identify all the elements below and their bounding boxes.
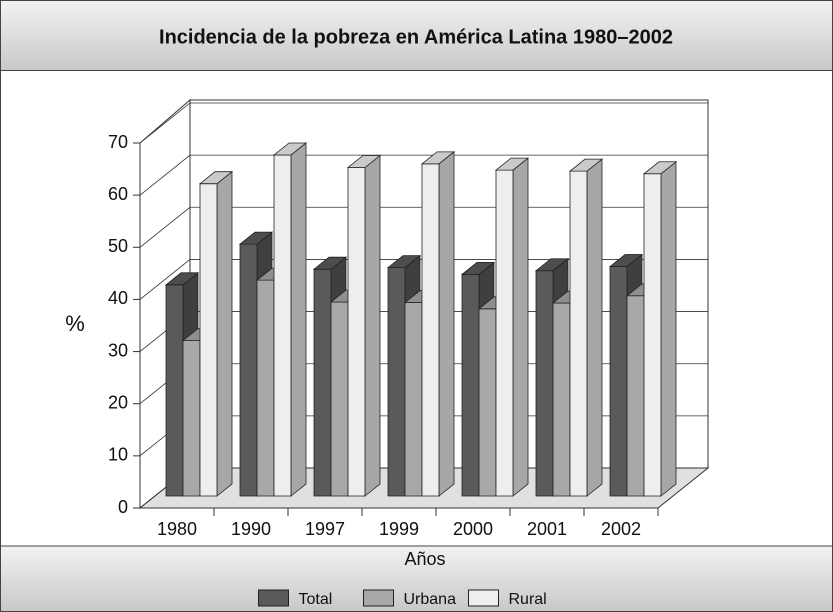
- x-tick-label: 1980: [157, 519, 197, 539]
- bar-front: [165, 284, 184, 497]
- bar-top: [312, 256, 348, 270]
- bar-front: [535, 270, 554, 497]
- grid-line: [139, 259, 708, 300]
- bar: [568, 158, 604, 497]
- y-tick-label: 0: [118, 497, 128, 517]
- bar: [420, 151, 456, 497]
- bar: [198, 170, 234, 497]
- bar-front: [626, 295, 645, 497]
- bar-top: [568, 158, 604, 172]
- x-tick-label: 1990: [231, 519, 271, 539]
- x-tick-label: 1997: [305, 519, 345, 539]
- legend-swatch: [363, 589, 394, 607]
- y-tick-label: 50: [108, 236, 128, 256]
- bar-side: [586, 158, 603, 497]
- footer-band: [0, 545, 833, 612]
- bar-top: [272, 142, 308, 156]
- bar-top: [238, 231, 274, 245]
- header-band: [0, 0, 833, 71]
- legend-label: Urbana: [404, 591, 457, 608]
- bar-top: [164, 272, 200, 286]
- x-tick-label: 1999: [379, 519, 419, 539]
- bar-top: [494, 157, 530, 171]
- grid-line: [139, 206, 708, 248]
- y-tick-label: 70: [108, 132, 128, 152]
- bar-top: [534, 258, 570, 272]
- bar-front: [609, 266, 628, 497]
- bar-front: [256, 279, 275, 497]
- bar-front: [461, 273, 480, 497]
- bar-front: [478, 308, 497, 497]
- bar-side: [216, 170, 233, 497]
- bar-top: [460, 261, 496, 275]
- legend-swatch: [468, 589, 499, 607]
- bar-front: [347, 167, 366, 497]
- bar: [494, 157, 530, 497]
- x-tick-label: 2000: [453, 519, 493, 539]
- bar: [642, 160, 678, 497]
- bar: [272, 142, 308, 497]
- bar-top: [346, 155, 382, 168]
- bar-top: [420, 151, 456, 165]
- bar-front: [643, 173, 662, 497]
- bar-front: [421, 163, 440, 497]
- y-tick-label: 20: [108, 392, 128, 412]
- bar-side: [364, 154, 381, 497]
- grid-line: [139, 102, 708, 144]
- bar-front: [330, 301, 349, 497]
- bar-top: [386, 255, 422, 269]
- bar-front: [313, 268, 332, 497]
- legend-label: Total: [299, 591, 333, 608]
- legend-label: Rural: [509, 591, 547, 608]
- bar-side: [660, 160, 677, 497]
- bar-front: [552, 302, 571, 497]
- bar-top: [642, 161, 678, 175]
- bar: [346, 154, 382, 497]
- bar-front: [273, 154, 292, 497]
- y-tick-label: 30: [108, 340, 128, 360]
- bar-side: [512, 157, 529, 497]
- x-tick-label: 2001: [527, 519, 567, 539]
- bar-front: [387, 267, 406, 497]
- bar-top: [198, 171, 234, 185]
- x-tick-label: 2002: [601, 519, 641, 539]
- bar-front: [182, 340, 201, 497]
- bar-top: [608, 254, 644, 267]
- bar-front: [199, 183, 218, 497]
- bar-side: [438, 151, 455, 497]
- bar-front: [404, 302, 423, 497]
- bar-front: [239, 243, 258, 497]
- y-tick-label: 40: [108, 288, 128, 308]
- bar-side: [290, 142, 307, 497]
- bar-front: [569, 170, 588, 497]
- y-axis-label: %: [65, 311, 85, 336]
- y-tick-label: 60: [108, 184, 128, 204]
- chart-title: Incidencia de la pobreza en América Lati…: [159, 26, 673, 48]
- legend-swatch: [258, 589, 289, 607]
- y-tick-label: 10: [108, 445, 128, 465]
- bar-front: [495, 169, 514, 497]
- grid-line: [139, 154, 708, 196]
- x-axis-label: Años: [404, 549, 445, 569]
